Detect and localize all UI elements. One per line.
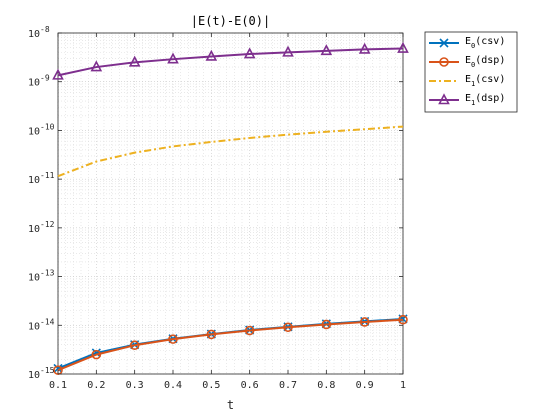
x-axis-label: t bbox=[227, 398, 234, 412]
legend-label: E1(csv) bbox=[465, 74, 505, 88]
x-tick-label: 0.8 bbox=[317, 380, 335, 391]
circle-marker bbox=[129, 340, 140, 351]
triangle-marker bbox=[397, 41, 409, 53]
x-tick-label: 0.9 bbox=[356, 380, 374, 391]
x-tick-label: 0.5 bbox=[202, 380, 220, 391]
x-tick-label: 0.1 bbox=[49, 380, 67, 391]
circle-marker bbox=[359, 317, 370, 327]
triangle-marker bbox=[438, 93, 450, 105]
circle-marker bbox=[91, 349, 102, 360]
x-tick-label: 1 bbox=[400, 380, 406, 391]
x-tick-label: 0.7 bbox=[279, 380, 297, 391]
y-tick-label: 10-12 bbox=[28, 220, 55, 235]
circle-marker bbox=[398, 314, 408, 325]
series-line bbox=[57, 318, 404, 372]
y-tick-label: 10-11 bbox=[28, 171, 55, 186]
x-tick-label: 0.2 bbox=[87, 380, 105, 391]
triangle-marker bbox=[128, 55, 141, 67]
circle-marker bbox=[244, 325, 255, 336]
x-tick-label: 0.6 bbox=[241, 380, 259, 391]
legend: E0(csv) E0(dsp) E1(csv) E1(dsp) bbox=[424, 31, 518, 113]
y-tick-label: 10-15 bbox=[28, 366, 55, 381]
circle-marker bbox=[439, 57, 449, 67]
series-3 bbox=[57, 125, 404, 178]
series-4 bbox=[52, 41, 409, 80]
circle-marker bbox=[321, 319, 332, 330]
circle-marker bbox=[283, 322, 293, 333]
triangle-marker bbox=[282, 45, 294, 57]
y-tick-label: 10-13 bbox=[28, 269, 55, 284]
x-tick-label: 0.3 bbox=[126, 380, 144, 391]
x-marker bbox=[53, 363, 63, 374]
legend-label: E0(csv) bbox=[465, 36, 505, 50]
triangle-marker bbox=[90, 60, 103, 72]
circle-marker bbox=[206, 329, 217, 340]
series-line bbox=[57, 317, 404, 370]
series-line bbox=[57, 47, 404, 77]
tick-layer: 0.1 0.2 0.3 0.4 0.5 0.6 0.7 0.8 0.9 1 10-15 10-14 10… bbox=[28, 25, 406, 391]
triangle-marker bbox=[167, 52, 179, 64]
y-tick-label: 10-9 bbox=[28, 74, 50, 89]
y-tick-label: 10-14 bbox=[28, 317, 55, 332]
triangle-marker bbox=[243, 47, 256, 59]
triangle-marker bbox=[52, 68, 64, 80]
x-marker bbox=[439, 38, 449, 48]
plot-frame bbox=[57, 32, 404, 375]
triangle-marker bbox=[358, 42, 371, 54]
series-layer bbox=[52, 41, 409, 375]
triangle-marker bbox=[205, 49, 218, 61]
series-line bbox=[57, 125, 404, 178]
triangle-marker bbox=[320, 44, 333, 56]
legend-label: E1(dsp) bbox=[465, 93, 505, 107]
legend-label: E0(dsp) bbox=[465, 55, 505, 69]
y-tick-label: 10-8 bbox=[28, 25, 50, 40]
grid bbox=[57, 32, 404, 375]
legend-box bbox=[424, 31, 518, 113]
chart-title: |E(t)-E(0)| bbox=[191, 14, 270, 28]
x-tick-label: 0.4 bbox=[164, 380, 182, 391]
circle-marker bbox=[168, 334, 178, 344]
y-tick-label: 10-10 bbox=[28, 122, 55, 137]
